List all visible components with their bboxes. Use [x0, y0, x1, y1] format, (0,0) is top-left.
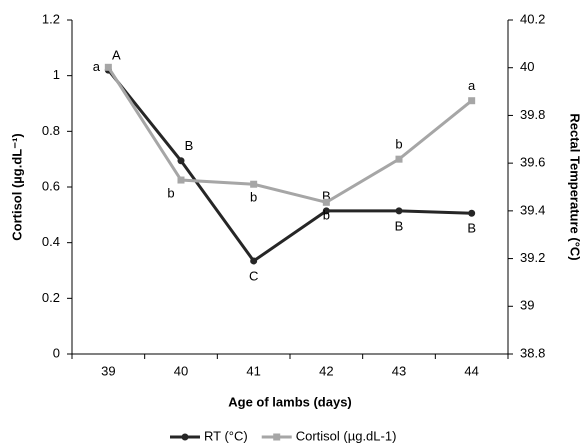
- marker: [177, 176, 185, 184]
- x-tick-label: 42: [319, 363, 333, 378]
- y-axis-title: Cortisol (µg.dL⁻¹): [9, 133, 24, 241]
- y-tick-label: 0.2: [42, 290, 60, 305]
- y2-tick-label: 39.4: [520, 202, 545, 217]
- significance-letter: a: [93, 59, 101, 74]
- x-tick-label: 41: [246, 363, 260, 378]
- y-tick-label: 0: [53, 345, 60, 360]
- y2-tick-label: 39: [520, 298, 534, 313]
- series-line: [107, 66, 473, 204]
- significance-letter: B: [322, 188, 331, 203]
- y2-tick-label: 40.2: [520, 11, 545, 26]
- x-tick-label: 43: [392, 363, 406, 378]
- significance-letter: b: [323, 208, 330, 223]
- legend-marker: [273, 433, 281, 441]
- marker: [395, 155, 403, 163]
- y-tick-label: 0.6: [42, 178, 60, 193]
- series-line: [107, 69, 472, 264]
- marker: [322, 207, 330, 215]
- significance-letter: B: [467, 221, 476, 236]
- marker: [177, 157, 185, 165]
- marker: [395, 207, 403, 215]
- y-tick-label: 1: [53, 67, 60, 82]
- significance-letter: C: [249, 268, 258, 283]
- legend-label: Cortisol (µg.dL-1): [296, 428, 397, 443]
- significance-letter: B: [395, 218, 404, 233]
- x-tick-label: 40: [174, 363, 188, 378]
- legend-marker: [181, 433, 189, 441]
- significance-letter: a: [468, 78, 476, 93]
- marker: [250, 257, 258, 265]
- y2-tick-label: 39.2: [520, 250, 545, 265]
- significance-letter: b: [395, 137, 402, 152]
- significance-letter: b: [250, 190, 257, 205]
- x-tick-label: 39: [101, 363, 115, 378]
- marker: [250, 180, 258, 188]
- marker: [322, 198, 330, 206]
- y2-tick-label: 39.6: [520, 155, 545, 170]
- y-tick-label: 1.2: [42, 11, 60, 26]
- y2-tick-label: 39.8: [520, 107, 545, 122]
- significance-letter: A: [112, 48, 121, 63]
- y2-tick-label: 40: [520, 59, 534, 74]
- marker: [468, 209, 476, 217]
- x-axis-title: Age of lambs (days): [228, 394, 352, 409]
- marker: [468, 97, 476, 105]
- y-tick-label: 0.4: [42, 234, 60, 249]
- x-tick-label: 44: [464, 363, 478, 378]
- y2-axis-title: Rectal Temperature (°C): [568, 113, 582, 260]
- y-tick-label: 0.8: [42, 123, 60, 138]
- significance-letter: b: [167, 185, 174, 200]
- significance-letter: B: [185, 138, 194, 153]
- legend-label: RT (°C): [204, 428, 248, 443]
- marker: [104, 63, 112, 71]
- y2-tick-label: 38.8: [520, 345, 545, 360]
